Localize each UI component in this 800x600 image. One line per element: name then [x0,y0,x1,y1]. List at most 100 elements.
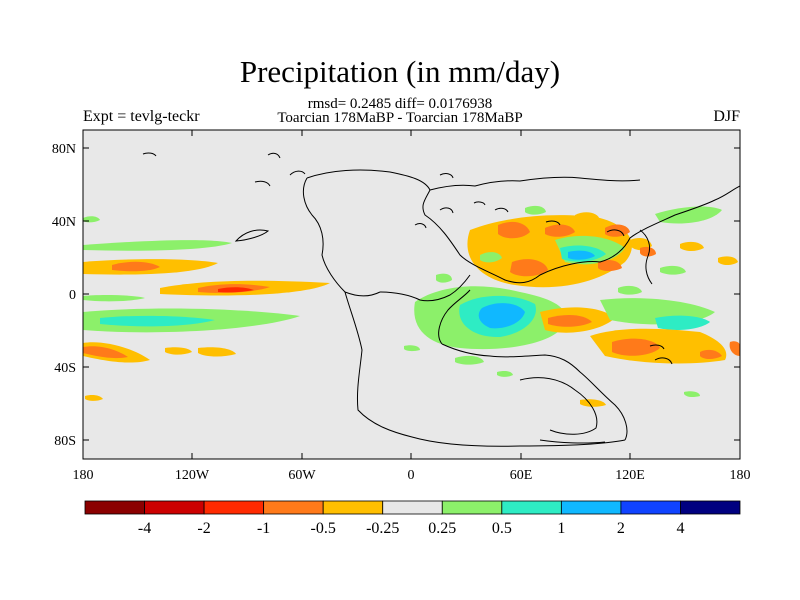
band-south-cyan [100,315,215,327]
coastlines [142,152,740,447]
colorbar-swatch-9 [620,500,681,515]
y-tick-labels: 80N 40N 0 40S 80S [52,142,76,449]
island-9 [654,357,673,365]
colorbar-label-9: 4 [676,520,684,537]
band-north-green [83,240,232,251]
colorbar: -4 -2 -1 -0.5 -0.25 0.25 0.5 1 2 4 [84,500,741,537]
east-green-south-far [684,391,700,398]
colorbar-swatch-3 [263,500,324,515]
island-14 [473,201,486,206]
y-tick-80s: 80S [54,434,76,449]
tethys-red-1 [498,221,530,239]
colorbar-swatch-8 [560,500,622,515]
island-11 [545,220,561,226]
east-green-ne [655,206,722,224]
y-tick-40s: 40S [54,361,76,376]
band-equator-green-small [83,294,145,302]
island-4 [142,152,157,157]
east-green-coast-2 [455,355,484,365]
coastline-gulf-west [379,274,471,302]
island-12 [649,344,665,350]
colorbar-label-5: 0.25 [428,520,456,537]
x-tick-180-left: 180 [73,468,94,483]
coastline-south-america-west [344,291,626,447]
colorbar-label-6: 0.5 [492,520,512,537]
coastline-antarctic-arc [539,439,606,444]
x-tick-120w: 120W [175,468,210,483]
coastline-pangea-north [306,169,740,284]
coastline-south-east [441,343,628,441]
x-tick-180-right: 180 [730,468,751,483]
island-7 [439,207,454,214]
patch-south-green-1 [404,345,420,352]
y-tick-marks [83,147,740,441]
experiment-label: Expt = tevlg-teckr [83,108,200,125]
east-red-south-right-2 [729,341,740,356]
island-8 [439,173,454,179]
east-green-ne-2 [660,265,686,275]
colorbar-swatch-5 [382,500,443,515]
east-orange-south-far [580,399,606,407]
colorbar-swatch-4 [322,500,384,515]
patch-south-orange-1 [165,347,192,355]
island-10 [606,229,625,237]
tethys-red-2 [510,259,548,277]
coastline-australia-like [519,377,598,435]
x-tick-60w: 60W [288,468,316,483]
colorbar-label-0: -4 [138,520,151,537]
east-orange-far [718,256,738,265]
island-6 [414,223,427,229]
east-red-south-right-3 [700,349,722,359]
coastline-north-fringe [429,176,641,191]
colorbar-swatch-7 [501,500,562,515]
east-orange-mid [680,241,704,251]
colorbar-swatch-0 [84,500,145,515]
east-green-ne-3 [618,285,642,295]
colorbar-swatch-6 [441,500,503,515]
east-cyan-central [655,315,710,330]
colorbar-label-1: -2 [197,520,210,537]
colorbar-label-8: 2 [617,520,625,537]
band-north-red [112,261,160,272]
colorbar-label-4: -0.25 [366,520,399,537]
tethys-orange-north-right [575,212,600,224]
x-tick-0: 0 [408,468,415,483]
island-1 [234,229,270,242]
experiment-subtitle: Toarcian 178MaBP - Toarcian 178MaBP [277,110,523,126]
x-tick-60e: 60E [510,468,533,483]
coastline-north-america-west [302,177,381,297]
east-red-south-right [612,338,660,356]
precip-anomaly-field [83,205,740,407]
patch-south-orange-3 [85,395,103,401]
island-3 [254,180,271,187]
east-blue-equator [478,303,525,329]
colorbar-label-3: -0.5 [311,520,336,537]
colorbar-swatch-2 [203,500,265,515]
season-label: DJF [713,108,740,125]
east-red-ne [640,246,656,257]
band-equator-deep-red [218,287,254,293]
stats-block: rmsd= 0.2485 diff= 0.0176938 Toarcian 17… [0,96,800,126]
east-green-coast [436,273,452,283]
tethys-green-left [480,252,502,263]
tethys-red-3 [545,224,575,237]
patch-south-orange-2 [198,347,236,357]
x-tick-120e: 120E [615,468,645,483]
band-south-red-left [83,346,128,359]
island-13 [494,207,509,213]
tethys-red-5 [598,260,622,271]
x-tick-marks [191,130,631,459]
rmsd-diff-line: rmsd= 0.2485 diff= 0.0176938 [307,96,493,112]
y-tick-80n: 80N [52,142,76,157]
tethys-blue [568,250,595,260]
island-5 [267,152,281,159]
colorbar-label-2: -1 [257,520,270,537]
y-tick-0: 0 [69,288,76,303]
x-tick-labels: 180 120W 60W 0 60E 120E 180 [73,468,751,483]
island-2 [289,170,306,176]
colorbar-label-7: 1 [557,520,565,537]
east-green-coast-3 [497,371,513,377]
y-tick-40n: 40N [52,215,76,230]
east-red-africa [548,314,592,327]
